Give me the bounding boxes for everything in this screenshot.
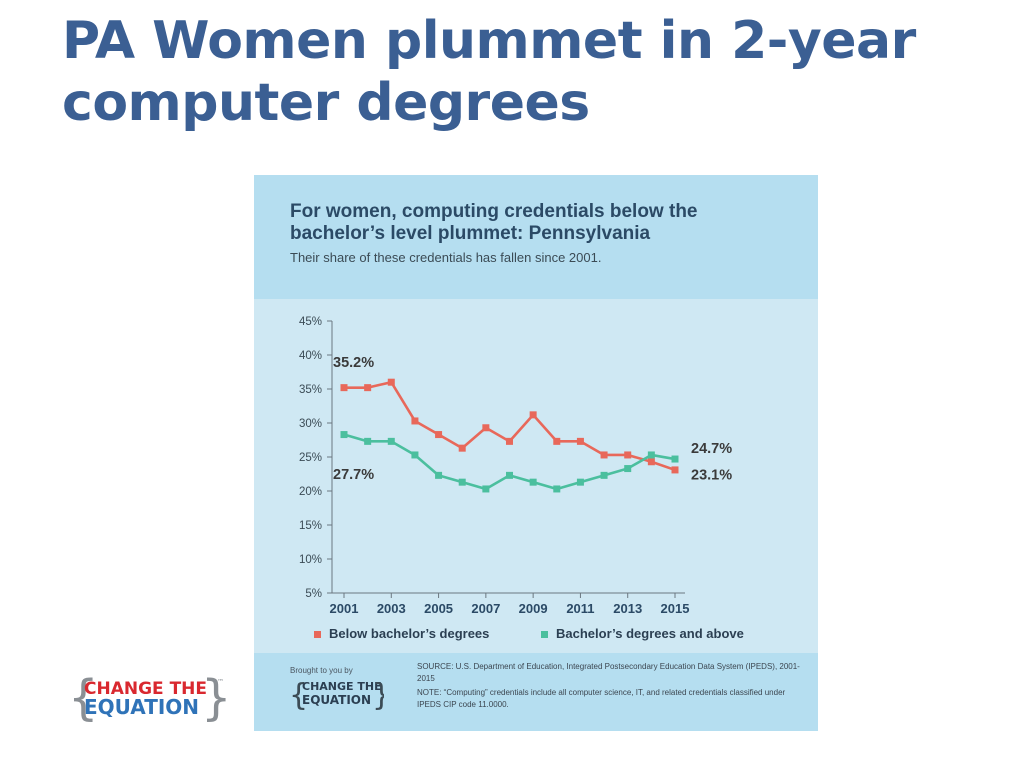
- data-point-below-bachelor-s-degrees: [387, 378, 395, 386]
- logo-trademark: ™: [217, 678, 224, 686]
- logo-left-brace: {: [68, 670, 99, 726]
- logo-line1: CHANGE THE: [84, 679, 207, 699]
- logo-small-line1: CHANGE THE: [302, 680, 382, 693]
- data-point-bachelor-s-degrees-and-above: [624, 465, 632, 473]
- chart-card-header: For women, computing credentials below t…: [254, 175, 818, 299]
- legend-label-bachelors-and-above: Bachelor’s degrees and above: [556, 626, 744, 641]
- data-point-below-bachelor-s-degrees: [647, 458, 655, 466]
- x-tick-label: 2013: [613, 601, 642, 616]
- y-tick-label: 15%: [299, 520, 322, 532]
- y-tick-label: 35%: [299, 384, 322, 396]
- y-tick-label: 30%: [299, 418, 322, 430]
- line-chart: 5% 10% 15% 20% 25% 30% 35% 40% 45% 2001 2003 2005 20…: [299, 316, 732, 616]
- data-point-below-bachelor-s-degrees: [671, 466, 679, 474]
- data-point-below-bachelor-s-degrees: [553, 437, 561, 445]
- data-point-below-bachelor-s-degrees: [600, 451, 608, 459]
- data-point-below-bachelor-s-degrees: [529, 411, 537, 419]
- logo-small-right-brace: }: [372, 678, 384, 713]
- legend-label-below-bachelors: Below bachelor’s degrees: [329, 626, 490, 641]
- data-point-below-bachelor-s-degrees: [482, 424, 490, 432]
- slide-title: PA Women plummet in 2-year computer degr…: [62, 11, 916, 133]
- y-tick-label: 20%: [299, 486, 322, 498]
- data-point-below-bachelor-s-degrees: [364, 384, 372, 392]
- x-tick-label: 2005: [424, 601, 453, 616]
- data-point-bachelor-s-degrees-and-above: [647, 451, 655, 459]
- footer-source: SOURCE: U.S. Department of Education, In…: [417, 662, 800, 683]
- footer-note: NOTE: “Computing” credentials include al…: [417, 688, 786, 709]
- data-label-annotation: 24.7%: [691, 441, 732, 457]
- data-point-bachelor-s-degrees-and-above: [600, 471, 608, 479]
- chart-legend: Below bachelor’s degrees Bachelor’s degr…: [314, 626, 794, 644]
- data-point-bachelor-s-degrees-and-above: [529, 478, 537, 486]
- y-tick-label: 45%: [299, 316, 322, 328]
- data-label-annotation: 23.1%: [691, 467, 732, 483]
- data-point-below-bachelor-s-degrees: [435, 431, 443, 439]
- data-point-bachelor-s-degrees-and-above: [458, 478, 466, 486]
- chart-heading: For women, computing credentials below t…: [290, 201, 698, 244]
- brought-by-label: Brought to you by: [290, 666, 353, 675]
- legend-item-bachelors-and-above: Bachelor’s degrees and above: [541, 626, 744, 641]
- data-point-bachelor-s-degrees-and-above: [482, 485, 490, 493]
- data-point-bachelor-s-degrees-and-above: [435, 471, 443, 479]
- chart-card: For women, computing credentials below t…: [254, 175, 818, 731]
- x-tick-label: 2009: [519, 601, 548, 616]
- change-the-equation-logo: { CHANGE THE EQUATION } ™: [68, 670, 228, 726]
- chart-card-footer: Brought to you by { CHANGE THE EQUATION …: [254, 653, 818, 731]
- y-tick-label: 25%: [299, 452, 322, 464]
- x-tick-label: 2011: [566, 601, 594, 616]
- footer-notes: SOURCE: U.S. Department of Education, In…: [417, 661, 807, 713]
- data-point-below-bachelor-s-degrees: [624, 451, 632, 459]
- x-tick-label: 2007: [471, 601, 500, 616]
- data-point-bachelor-s-degrees-and-above: [411, 451, 419, 459]
- y-tick-label: 5%: [305, 588, 322, 600]
- data-point-below-bachelor-s-degrees: [411, 417, 419, 425]
- data-label-annotation: 27.7%: [333, 467, 374, 483]
- logo-right-brace: }: [201, 670, 228, 726]
- y-tick-label: 10%: [299, 554, 322, 566]
- data-point-below-bachelor-s-degrees: [340, 384, 348, 392]
- data-point-below-bachelor-s-degrees: [576, 437, 584, 445]
- x-tick-label: 2015: [661, 601, 690, 616]
- legend-swatch-bachelors-and-above: [541, 631, 548, 639]
- data-point-bachelor-s-degrees-and-above: [553, 485, 561, 493]
- change-the-equation-logo-small: { CHANGE THE EQUATION }: [289, 678, 384, 713]
- x-tick-label: 2003: [377, 601, 406, 616]
- chart-subheading: Their share of these credentials has fal…: [290, 250, 602, 265]
- data-point-bachelor-s-degrees-and-above: [364, 437, 372, 445]
- data-point-bachelor-s-degrees-and-above: [576, 478, 584, 486]
- x-tick-label: 2001: [330, 601, 359, 616]
- data-point-bachelor-s-degrees-and-above: [506, 471, 513, 479]
- legend-item-below-bachelors: Below bachelor’s degrees: [314, 626, 489, 641]
- y-tick-label: 40%: [299, 350, 322, 362]
- data-point-below-bachelor-s-degrees: [458, 444, 466, 452]
- data-point-bachelor-s-degrees-and-above: [671, 455, 679, 463]
- logo-line2: EQUATION: [84, 695, 199, 719]
- data-point-bachelor-s-degrees-and-above: [340, 431, 348, 439]
- data-point-bachelor-s-degrees-and-above: [387, 437, 395, 445]
- logo-small-left-brace: {: [289, 678, 308, 713]
- legend-swatch-below-bachelors: [314, 631, 321, 639]
- data-label-annotation: 35.2%: [333, 355, 374, 371]
- data-point-below-bachelor-s-degrees: [506, 437, 513, 445]
- logo-small-line2: EQUATION: [302, 693, 371, 707]
